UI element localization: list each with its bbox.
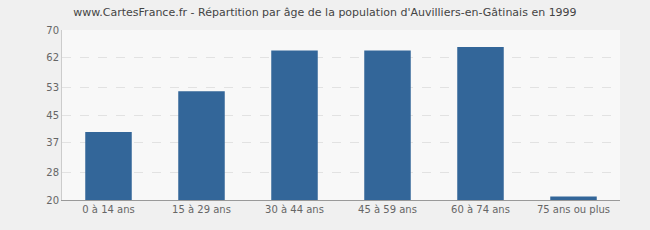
svg-text:45: 45 (46, 110, 59, 121)
svg-text:45 à 59 ans: 45 à 59 ans (358, 204, 417, 215)
svg-text:20: 20 (46, 195, 59, 206)
svg-text:75 ans ou plus: 75 ans ou plus (537, 204, 610, 215)
svg-text:53: 53 (46, 82, 59, 93)
svg-text:15 à 29 ans: 15 à 29 ans (172, 204, 231, 215)
svg-text:www.CartesFrance.fr - Répartit: www.CartesFrance.fr - Répartition par âg… (73, 6, 576, 19)
svg-text:28: 28 (46, 167, 59, 178)
svg-text:30 à 44 ans: 30 à 44 ans (265, 204, 324, 215)
svg-text:37: 37 (46, 137, 59, 148)
svg-text:60 à 74 ans: 60 à 74 ans (451, 204, 510, 215)
svg-text:70: 70 (46, 25, 59, 36)
svg-text:62: 62 (46, 52, 59, 63)
svg-text:0 à 14 ans: 0 à 14 ans (82, 204, 134, 215)
